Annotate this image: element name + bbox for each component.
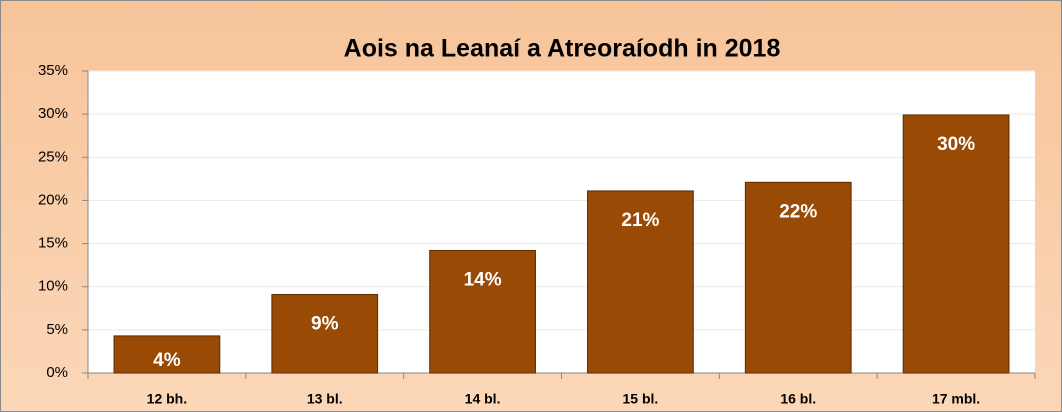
value-label: 14% bbox=[464, 269, 502, 290]
y-tick-label: 0% bbox=[46, 364, 68, 381]
y-tick-label: 20% bbox=[38, 191, 68, 208]
value-label: 22% bbox=[779, 201, 817, 222]
value-label: 21% bbox=[621, 210, 659, 231]
x-tick-label: 12 bh. bbox=[147, 391, 187, 407]
x-tick-label: 16 bl. bbox=[780, 391, 816, 407]
bar bbox=[429, 249, 536, 374]
y-tick-label: 30% bbox=[38, 105, 68, 122]
bar bbox=[587, 190, 694, 374]
x-tick-label: 17 mbl. bbox=[932, 391, 980, 407]
bar bbox=[113, 335, 221, 374]
x-tick-label: 14 bl. bbox=[465, 391, 501, 407]
bar bbox=[744, 181, 852, 374]
x-tick-label: 13 bl. bbox=[307, 391, 343, 407]
plot-area bbox=[88, 71, 1035, 373]
chart-title: Aois na Leanaí a Atreoraíodh in 2018 bbox=[344, 35, 781, 63]
bar bbox=[271, 293, 379, 374]
y-tick-label: 25% bbox=[38, 148, 68, 165]
y-tick-label: 10% bbox=[38, 278, 68, 295]
bar bbox=[902, 114, 1010, 374]
y-tick-label: 15% bbox=[38, 235, 68, 252]
value-label: 30% bbox=[937, 134, 975, 155]
y-tick-label: 5% bbox=[46, 321, 68, 338]
x-tick-label: 15 bl. bbox=[623, 391, 659, 407]
value-label: 4% bbox=[153, 350, 181, 371]
y-tick-label: 35% bbox=[38, 62, 68, 79]
value-label: 9% bbox=[311, 313, 339, 334]
